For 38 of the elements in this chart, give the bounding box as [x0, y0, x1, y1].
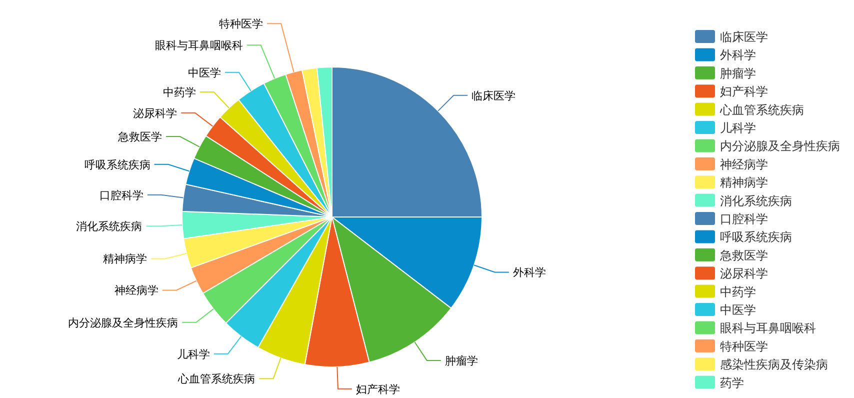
slice-label: 心血管系统疾病 [177, 372, 256, 386]
legend-label: 药学 [720, 376, 744, 390]
slice-label: 妇产科学 [356, 382, 400, 396]
slice-label: 中药学 [162, 86, 196, 99]
legend-label: 眼科与耳鼻咽喉科 [720, 321, 816, 336]
slice-label: 呼吸系统疾病 [84, 158, 150, 172]
slice-label: 特种医学 [219, 18, 264, 31]
legend-label: 中药学 [720, 284, 756, 299]
legend-label: 泌尿科学 [720, 266, 768, 281]
legend-label: 肿瘤学 [720, 66, 756, 80]
slice-label: 急救医学 [116, 130, 162, 144]
legend-label: 感染性疾病及传染病 [720, 358, 828, 372]
legend-label: 外科学 [720, 48, 756, 62]
slice-label: 中医学 [188, 66, 221, 80]
slice-label: 泌尿科学 [133, 106, 178, 120]
slice-label: 临床医学 [472, 89, 516, 102]
slice-label: 消化系统疾病 [76, 220, 142, 234]
legend-label: 急救医学 [719, 248, 768, 262]
legend-label: 中医学 [720, 303, 756, 317]
slice-label: 神经病学 [114, 284, 158, 298]
slice-label: 儿科学 [176, 348, 210, 361]
legend-label: 呼吸系统疾病 [720, 230, 792, 244]
slice-label: 口腔科学 [99, 188, 144, 202]
slice-label: 精神病学 [103, 252, 148, 266]
legend-label: 精神病学 [720, 176, 768, 190]
legend-label: 心血管系统疾病 [719, 102, 804, 117]
legend-label: 内分泌腺及全身性疾病 [720, 139, 840, 154]
slice-label: 眼科与耳鼻咽喉科 [154, 39, 243, 52]
slice-label: 外科学 [512, 266, 546, 280]
legend-label: 儿科学 [720, 121, 756, 135]
legend-label: 特种医学 [720, 339, 768, 354]
slice-label: 肿瘤学 [444, 354, 478, 368]
legend-label: 临床医学 [720, 30, 768, 44]
legend-label: 妇产科学 [720, 84, 768, 99]
legend-label: 口腔科学 [720, 212, 768, 226]
slice-label: 内分泌腺及全身性疾病 [68, 316, 178, 330]
legend-label: 消化系统疾病 [720, 194, 792, 208]
legend-label: 神经病学 [720, 157, 768, 172]
